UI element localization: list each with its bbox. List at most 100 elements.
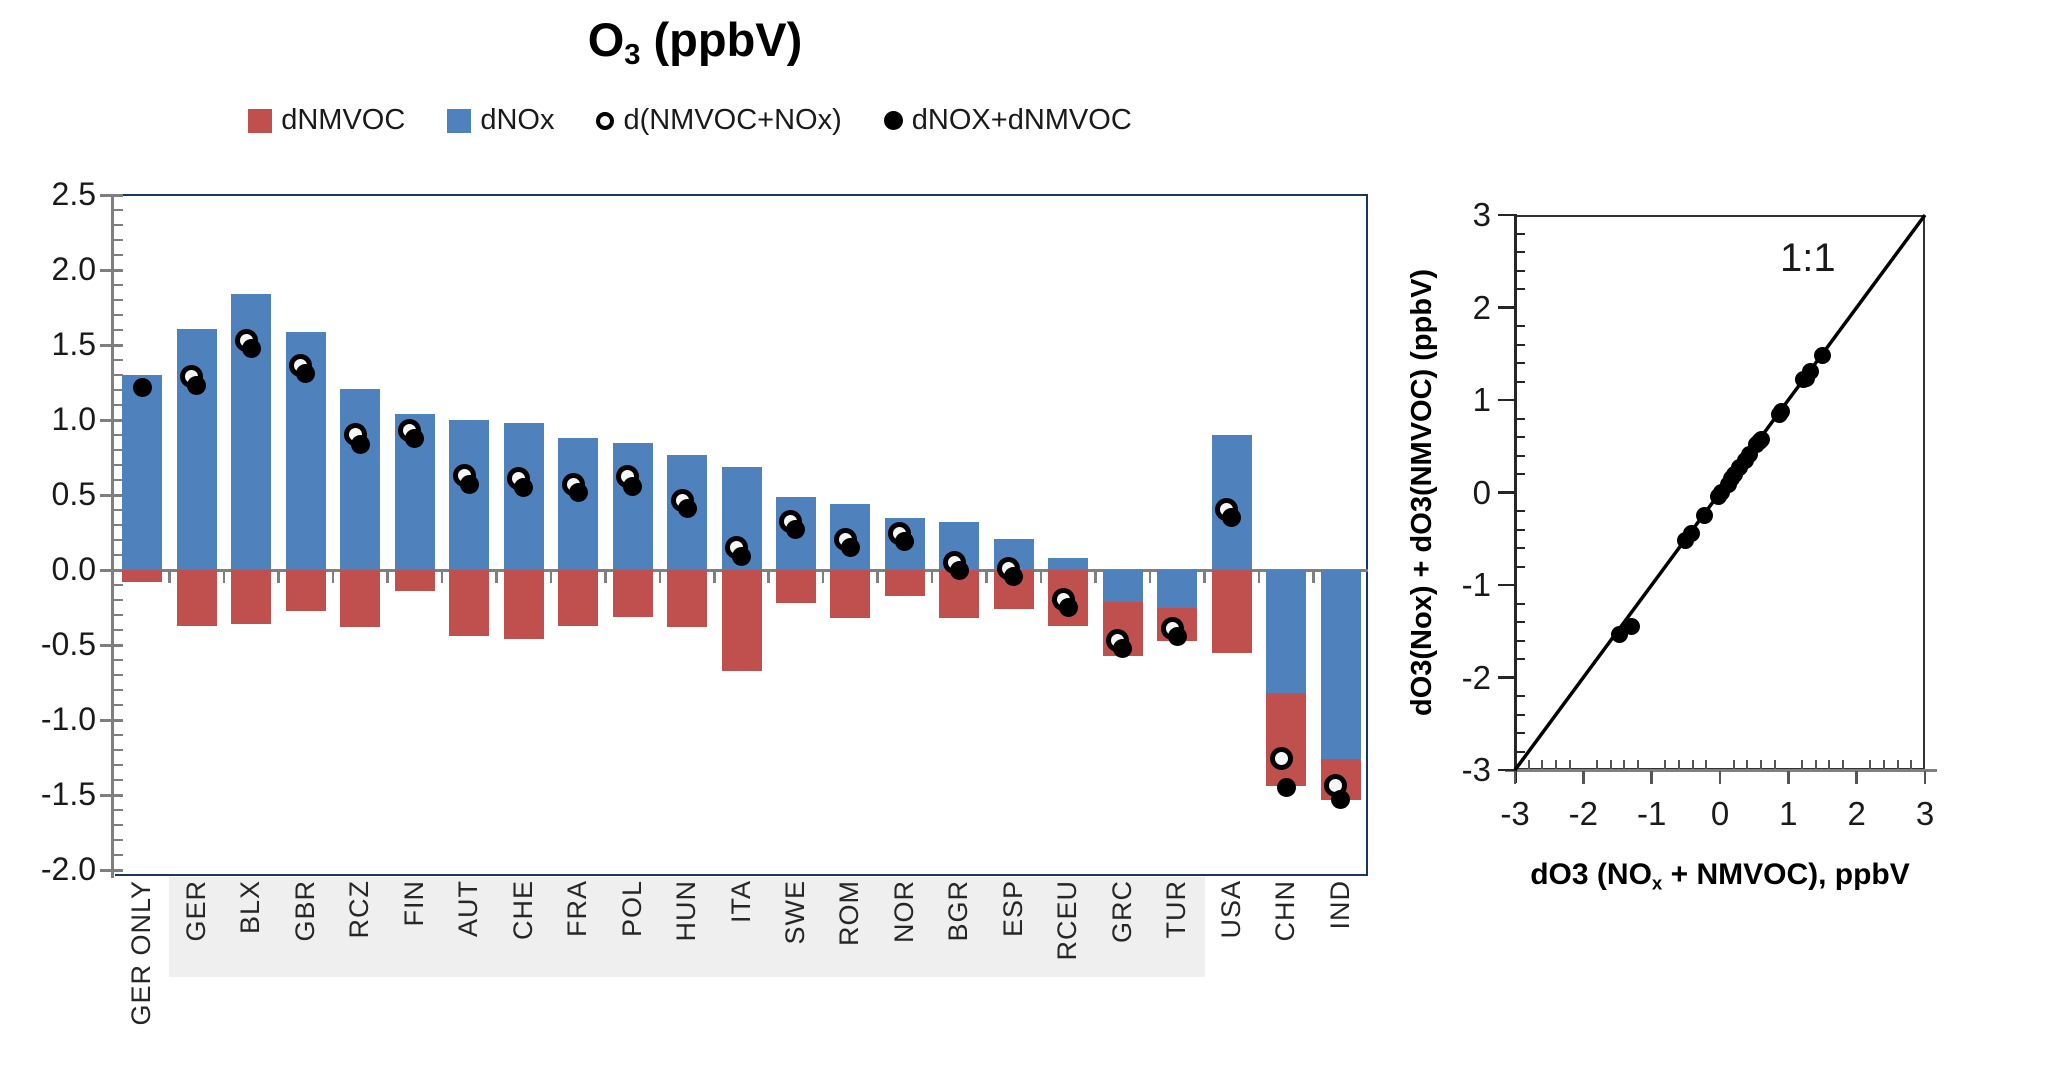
- marker-sum-of-runs: [732, 547, 751, 566]
- legend-square-icon: [248, 108, 273, 133]
- marker-sum-of-runs: [1113, 638, 1133, 658]
- scatter-x-tick-label: -3: [1500, 795, 1530, 832]
- bar-dnmvoc-ger-only: [122, 570, 163, 582]
- y-minor-tick: [113, 704, 123, 706]
- scatter-x-tick-label: 2: [1847, 795, 1866, 832]
- bar-dnox-chn: [1266, 570, 1307, 693]
- scatter-x-minor-tick: [1541, 760, 1544, 769]
- scatter-y-major-tick: [1498, 398, 1514, 402]
- scatter-point: [1710, 487, 1728, 505]
- scatter-y-major-tick: [1498, 306, 1514, 309]
- y-minor-tick: [113, 299, 123, 301]
- scatter-y-tick-label: -1: [1461, 566, 1491, 603]
- marker-sum-of-runs: [895, 532, 915, 551]
- x-category-label-ind: IND: [1324, 880, 1355, 930]
- scatter-point: [1623, 618, 1641, 636]
- scatter-y-minor-tick: [1516, 565, 1525, 568]
- scatter-y-minor-tick: [1516, 251, 1525, 253]
- marker-sum-of-runs: [1222, 508, 1242, 527]
- y-tick-label: 0.5: [51, 476, 96, 512]
- y-minor-tick: [113, 224, 123, 226]
- y-major-tick: [100, 868, 123, 872]
- y-tick-label: -2.0: [40, 851, 96, 887]
- marker-sum-of-runs: [786, 520, 806, 539]
- scatter-y-minor-tick: [1516, 621, 1525, 623]
- marker-sum-of-runs: [1058, 598, 1078, 617]
- scatter-y-minor-tick: [1516, 528, 1525, 531]
- y-tick-label: -1.5: [40, 776, 96, 812]
- y-minor-tick: [113, 734, 123, 736]
- y-minor-tick: [113, 374, 123, 376]
- y-tick-label: -1.0: [40, 701, 96, 737]
- scatter-y-minor-tick: [1516, 269, 1525, 272]
- x-category-label-usa: USA: [1215, 880, 1246, 939]
- plot-border: [115, 194, 1368, 876]
- marker-sum-of-runs: [405, 428, 425, 448]
- marker-sum-of-runs: [623, 476, 643, 496]
- x-axis-boundary-tick: [1312, 571, 1315, 583]
- bar-dnox-rcz: [340, 388, 381, 570]
- y-minor-tick: [113, 554, 123, 556]
- x-axis-boundary-tick: [386, 571, 389, 583]
- y-minor-tick: [113, 674, 123, 676]
- bar-dnox-ger-only: [122, 375, 163, 570]
- x-category-label-rceu: RCEU: [1052, 880, 1083, 961]
- bar-dnmvoc-chn: [1266, 693, 1307, 786]
- x-axis-boundary-tick: [930, 571, 934, 583]
- scatter-y-major-tick: [1498, 583, 1514, 587]
- x-category-label-aut: AUT: [453, 880, 484, 937]
- scatter-y-tick-label: 2: [1472, 288, 1491, 326]
- y-major-tick: [100, 193, 123, 197]
- x-category-label-nor: NOR: [888, 880, 919, 943]
- x-category-label-blx: BLX: [235, 880, 266, 935]
- x-category-label-ger-only: GER ONLY: [126, 880, 157, 1026]
- scatter-y-minor-tick: [1516, 510, 1525, 512]
- y-major-tick: [100, 418, 123, 422]
- scatter-x-minor-tick: [1555, 760, 1557, 769]
- scatter-x-major-tick: [1513, 771, 1517, 784]
- y-major-tick: [100, 718, 123, 722]
- y-tick-label: 1.5: [51, 326, 96, 362]
- scatter-x-major-tick: [1582, 771, 1585, 784]
- legend-label: dNOx: [480, 104, 555, 136]
- x-axis-boundary-tick: [604, 571, 607, 583]
- y-minor-tick: [113, 779, 123, 781]
- open-circle-icon: [596, 111, 615, 130]
- scatter-y-minor-tick: [1516, 325, 1525, 327]
- scatter-point: [1751, 432, 1769, 450]
- y-major-tick: [100, 343, 123, 347]
- x-category-label-rcz: RCZ: [344, 880, 375, 939]
- scatter-y-minor-tick: [1516, 473, 1525, 475]
- category-label-band: [169, 877, 1205, 977]
- y-minor-tick: [113, 449, 123, 451]
- bar-dnmvoc-nor: [884, 570, 925, 596]
- x-axis-boundary-tick: [1094, 571, 1097, 583]
- marker-sum-of-runs: [296, 364, 316, 383]
- y-minor-tick: [113, 584, 123, 586]
- bar-dnmvoc-gbr: [285, 570, 326, 611]
- scatter-x-minor-tick: [1623, 760, 1626, 769]
- y-minor-tick: [113, 749, 123, 751]
- y-minor-tick: [113, 509, 123, 511]
- scatter-y-major-tick: [1498, 213, 1514, 217]
- bar-dnox-fra: [558, 438, 599, 570]
- marker-sum-of-runs: [568, 482, 588, 502]
- scatter-y-minor-tick: [1516, 713, 1525, 716]
- marker-sum-of-runs: [949, 560, 969, 580]
- scatter-x-axis-line: [1505, 769, 1937, 772]
- x-category-label-bgr: BGR: [943, 880, 974, 942]
- scatter-y-tick-label: 1: [1472, 381, 1491, 418]
- legend-label: d(NMVOC+NOx): [623, 104, 842, 136]
- y-minor-tick: [113, 359, 123, 361]
- scatter-y-minor-tick: [1516, 750, 1525, 753]
- scatter-y-minor-tick: [1516, 602, 1525, 605]
- y-minor-tick: [113, 539, 123, 541]
- scatter-x-minor-tick: [1896, 760, 1899, 769]
- marker-sum-of-runs: [132, 377, 152, 397]
- title-text: O: [587, 13, 625, 66]
- bar-dnox-aut: [449, 420, 490, 570]
- legend-item-dnmvoc: dNMVOC: [248, 104, 405, 137]
- bar-dnmvoc-hun: [667, 570, 708, 627]
- marker-sum-of-runs: [459, 475, 479, 494]
- x-axis-boundary-tick: [713, 571, 716, 583]
